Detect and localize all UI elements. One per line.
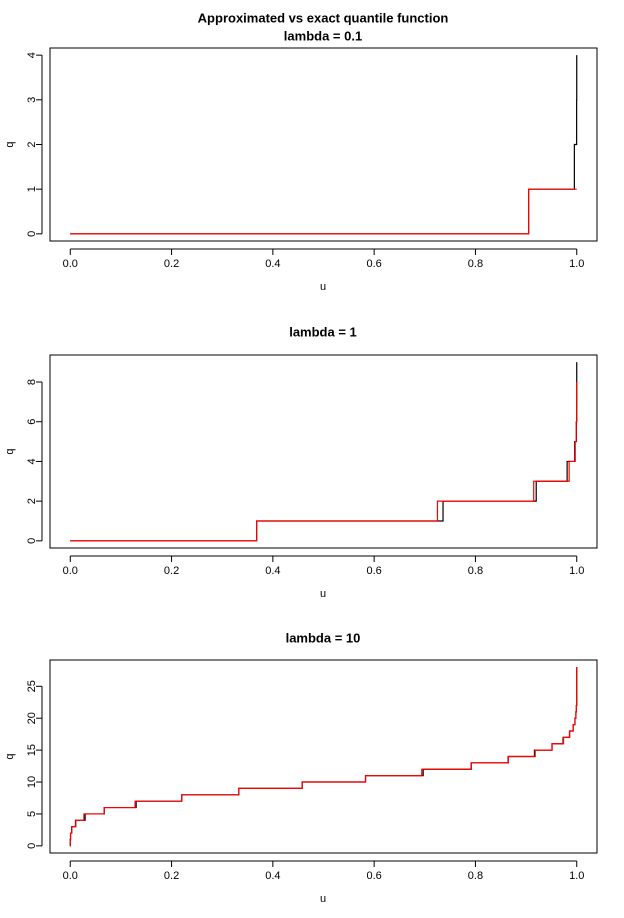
y-tick-label: 2: [26, 498, 38, 504]
y-tick-label: 25: [26, 680, 38, 692]
x-tick-label: 1.0: [569, 258, 584, 270]
x-tick-label: 0.2: [164, 258, 179, 270]
y-tick-label: 2: [26, 141, 38, 147]
y-tick-label: 20: [26, 712, 38, 724]
plot-box: [49, 354, 598, 549]
plot-box: [49, 659, 598, 854]
y-tick-label: 8: [26, 379, 38, 385]
x-tick-label: 1.0: [569, 870, 584, 882]
x-tick-label: 0.6: [366, 870, 381, 882]
step-line: [70, 188, 577, 235]
chart-title: lambda = 1: [289, 324, 357, 339]
x-tick-label: 0.4: [265, 258, 280, 270]
x-tick-label: 0.8: [468, 870, 483, 882]
x-tick-label: 0.0: [63, 258, 78, 270]
y-tick-label: 5: [26, 811, 38, 817]
step-line: [69, 667, 578, 847]
x-tick-label: 0.4: [265, 870, 280, 882]
x-tick-label: 0.4: [265, 565, 280, 577]
x-tick-label: 0.2: [164, 565, 179, 577]
chart-title: lambda = 10: [286, 630, 361, 645]
y-tick-label: 15: [26, 744, 38, 756]
chart-title: Approximated vs exact quantile function: [198, 10, 449, 25]
y-axis-label: q: [4, 141, 16, 147]
x-axis-label: u: [320, 281, 326, 293]
x-tick-label: 0.6: [366, 565, 381, 577]
x-axis-label: u: [320, 893, 326, 905]
step-line: [70, 382, 578, 542]
x-tick-label: 0.8: [468, 258, 483, 270]
y-tick-label: 6: [26, 419, 38, 425]
y-tick-label: 10: [26, 776, 38, 788]
y-axis-label: q: [4, 753, 16, 759]
y-tick-label: 4: [26, 458, 38, 464]
x-tick-label: 0.0: [63, 565, 78, 577]
step-line: [69, 667, 578, 847]
y-tick-label: 0: [26, 843, 38, 849]
x-tick-label: 0.6: [366, 258, 381, 270]
y-tick-label: 0: [26, 538, 38, 544]
y-tick-label: 1: [26, 186, 38, 192]
y-axis-label: q: [4, 448, 16, 454]
y-tick-label: 4: [26, 52, 38, 58]
chart-subtitle: lambda = 0.1: [284, 28, 362, 43]
step-line: [70, 362, 578, 542]
x-axis-label: u: [320, 588, 326, 600]
step-line: [70, 55, 578, 235]
plot-box: [49, 47, 598, 242]
y-tick-label: 0: [26, 231, 38, 237]
x-tick-label: 1.0: [569, 565, 584, 577]
x-tick-label: 0.0: [63, 870, 78, 882]
y-tick-label: 3: [26, 97, 38, 103]
x-tick-label: 0.8: [468, 565, 483, 577]
x-tick-label: 0.2: [164, 870, 179, 882]
